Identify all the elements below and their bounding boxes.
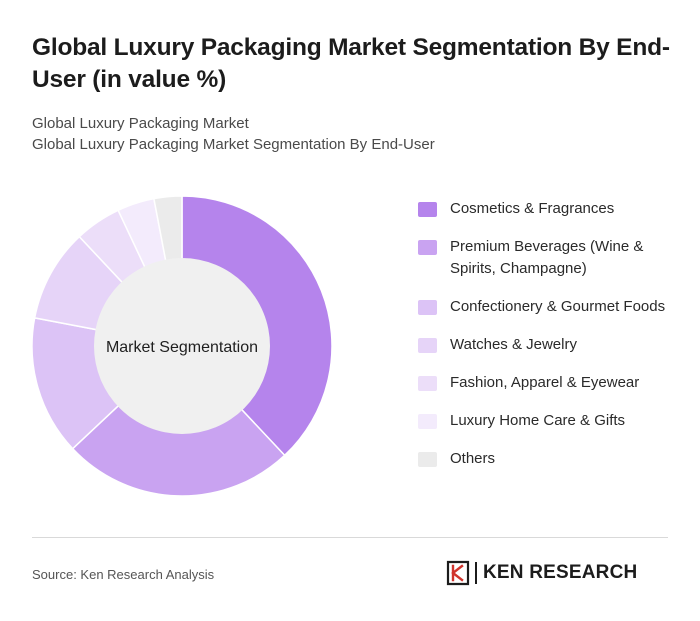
legend-label: Watches & Jewelry [450,336,577,353]
ken-research-logo-icon [446,560,470,586]
donut-hole [94,258,270,434]
source-note: Source: Ken Research Analysis [32,567,215,582]
legend-swatch [418,202,437,217]
legend-label: Others [450,450,496,467]
legend-label: Fashion, Apparel & Eyewear [450,374,640,391]
legend-swatch [418,452,437,467]
legend-swatch [418,338,437,353]
legend-item: Confectionery & Gourmet Foods [418,296,668,318]
legend-swatch [418,240,437,255]
subtitle-line-2: Global Luxury Packaging Market Segmentat… [32,136,435,153]
brand-logo: KEN RESEARCH [446,560,637,586]
footer-divider [32,537,668,538]
chart-subtitle: Global Luxury Packaging Market Global Lu… [32,113,672,155]
legend-item: Watches & Jewelry [418,334,668,356]
legend-swatch [418,300,437,315]
legend-label: Premium Beverages (Wine & Spirits, Champ… [450,238,644,277]
donut-center-label: Market Segmentation [106,339,258,356]
chart-title: Global Luxury Packaging Market Segmentat… [32,34,670,93]
chart-legend: Cosmetics & Fragrances Premium Beverages … [418,198,668,486]
donut-chart: Market Segmentation [31,195,333,497]
legend-item: Premium Beverages (Wine & Spirits, Champ… [418,236,668,280]
legend-item: Cosmetics & Fragrances [418,198,668,220]
legend-label: Cosmetics & Fragrances [450,200,615,217]
legend-label: Confectionery & Gourmet Foods [450,298,666,315]
brand-name: KEN RESEARCH [483,562,638,583]
legend-item: Luxury Home Care & Gifts [418,410,668,432]
legend-swatch [418,376,437,391]
brand-separator [475,562,477,584]
legend-item: Others [418,448,668,470]
subtitle-line-1: Global Luxury Packaging Market [32,115,249,132]
legend-swatch [418,414,437,429]
legend-item: Fashion, Apparel & Eyewear [418,372,668,394]
legend-label: Luxury Home Care & Gifts [450,412,626,429]
